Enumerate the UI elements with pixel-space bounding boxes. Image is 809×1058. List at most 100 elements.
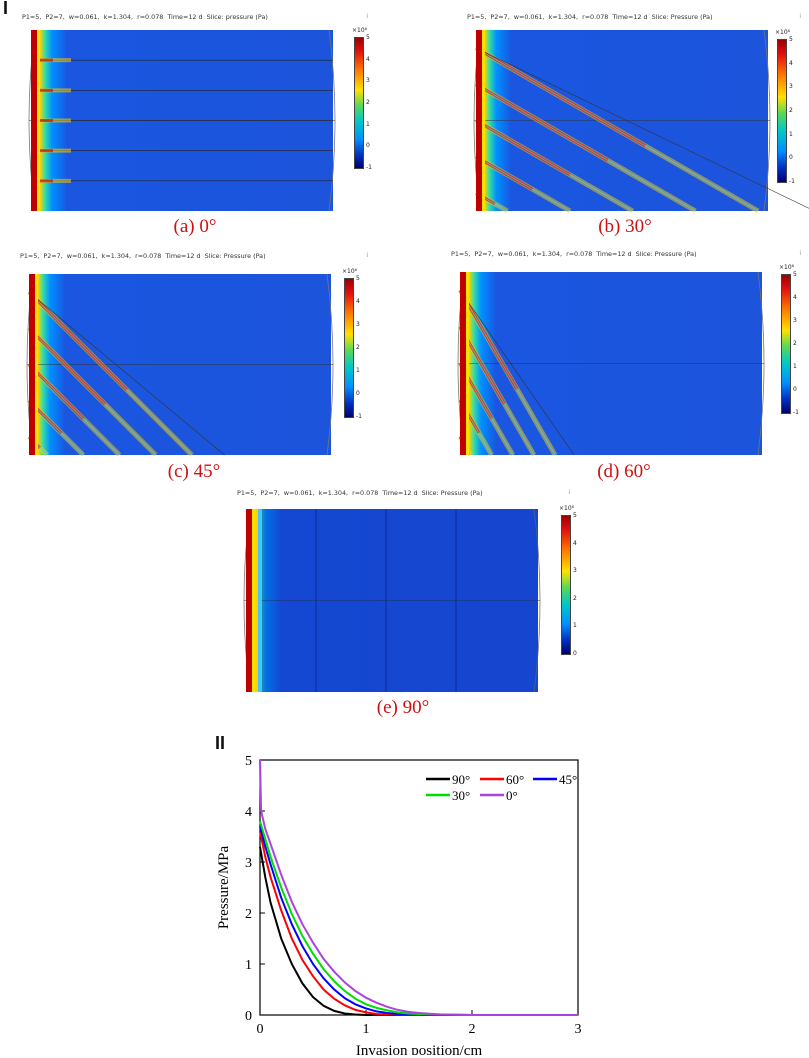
parameter-k: k=1.304, <box>103 13 134 21</box>
parameter-p2: P2=7, <box>490 13 510 21</box>
caption-c: (c) 45° <box>167 461 221 482</box>
parameter-p1: P1=5, <box>22 13 42 21</box>
colorbar-tick-label: 5 <box>793 271 797 278</box>
simulation-parameters: P1=5, P2=7, w=0.061, k=1.304, r=0.078 Time=12… <box>22 13 272 21</box>
parameter-r: r=0.078 <box>566 250 593 258</box>
parameter-slice: Slice: Pressure (Pa) <box>204 252 266 260</box>
parameter-p2: P2=7, <box>474 250 494 258</box>
series-line-0 <box>259 846 578 1016</box>
parameter-k: k=1.304, <box>548 13 579 21</box>
pressure-field-slice <box>457 271 765 457</box>
pressure-field-slice <box>473 29 809 214</box>
parameter-w: w=0.061, <box>283 489 315 497</box>
colorbar-tick-label: 0 <box>789 154 793 162</box>
info-icon: i <box>799 13 801 20</box>
colorbar-tick-label: 4 <box>793 294 797 301</box>
info-icon: i <box>799 250 801 257</box>
x-tick-label: 0 <box>257 1022 264 1037</box>
parameter-slice: Slice: Pressure (Pa) <box>421 489 483 497</box>
parameter-time: Time=12 d <box>167 13 203 21</box>
colorbar-tick-label: 5 <box>573 512 577 519</box>
colorbar-tick-label: -1 <box>356 413 362 420</box>
panel-45-degree: P1=5, P2=7, w=0.061, k=1.304, r=0.078 Time=12… <box>16 250 370 458</box>
y-axis-label: Pressure/MPa <box>216 845 232 929</box>
colorbar-tick-label: -1 <box>793 409 799 416</box>
x-tick-label: 3 <box>575 1022 582 1037</box>
legend-label: 30° <box>452 788 470 803</box>
pressure-field-slice <box>243 508 541 693</box>
colorbar-tick-label: 3 <box>356 321 360 328</box>
colorbar-tick-label: 2 <box>573 594 577 602</box>
colorbar-exponent: ×10⁶ <box>352 27 368 34</box>
colorbar-tick-label: -1 <box>789 178 795 185</box>
colorbar-tick-label: 1 <box>573 622 577 630</box>
plot-frame <box>259 759 579 1016</box>
parameter-slice: Slice: pressure (Pa) <box>206 13 268 21</box>
parameter-r: r=0.078 <box>137 13 164 21</box>
parameter-slice: Slice: Pressure (Pa) <box>651 13 713 21</box>
part-label-2: II <box>215 733 226 753</box>
caption-e: (e) 90° <box>376 697 430 718</box>
parameter-k: k=1.304, <box>532 250 563 258</box>
colorbar-tick-label: 2 <box>793 340 797 347</box>
x-tick-label: 1 <box>363 1022 370 1037</box>
parameter-r: r=0.078 <box>352 489 379 497</box>
parameter-w: w=0.061, <box>66 252 98 260</box>
series-line-4 <box>259 759 578 1016</box>
parameter-w: w=0.061, <box>497 250 529 258</box>
caption-d: (d) 60° <box>597 461 651 482</box>
parameter-r: r=0.078 <box>135 252 162 260</box>
legend-label: 0° <box>506 788 518 803</box>
info-icon: i <box>366 252 368 259</box>
panel-60-degree: P1=5, P2=7, w=0.061, k=1.304, r=0.078 Time=12… <box>447 248 803 458</box>
panel-0-degree: P1=5, P2=7, w=0.061, k=1.304, r=0.078 Time=12… <box>18 11 372 215</box>
parameter-w: w=0.061, <box>68 13 100 21</box>
legend-label: 45° <box>559 772 577 787</box>
parameter-r: r=0.078 <box>582 13 609 21</box>
info-icon: i <box>366 13 368 20</box>
parameter-p1: P1=5, <box>237 489 257 497</box>
y-tick-label: 5 <box>245 754 252 769</box>
series-line-1 <box>259 831 578 1016</box>
info-icon: i <box>568 489 570 496</box>
colorbar-tick-label: 0 <box>366 142 370 150</box>
y-tick-label: 1 <box>245 958 252 973</box>
colorbar-tick-label: 4 <box>366 55 370 63</box>
colorbar-tick-label: 0 <box>573 650 577 657</box>
colorbar-tick-label: 0 <box>793 386 797 393</box>
colorbar-tick-label: 2 <box>356 344 360 351</box>
colorbar <box>561 515 571 655</box>
colorbar-exponent: ×10⁶ <box>559 505 575 512</box>
panel-90-degree: P1=5, P2=7, w=0.061, k=1.304, r=0.078 Time=12… <box>233 487 577 695</box>
parameter-time: Time=12 d <box>165 252 201 260</box>
colorbar-tick-label: 3 <box>366 77 370 85</box>
colorbar-tick-label: 2 <box>789 107 793 114</box>
series-line-3 <box>259 820 578 1016</box>
y-tick-label: 3 <box>245 856 252 871</box>
colorbar-tick-label: 1 <box>789 130 793 138</box>
x-axis-label: Invasion position/cm <box>356 1043 483 1055</box>
colorbar-tick-label: -1 <box>366 164 372 171</box>
colorbar-exponent: ×10⁶ <box>779 264 795 271</box>
parameter-time: Time=12 d <box>612 13 648 21</box>
colorbar-tick-label: 3 <box>793 317 797 324</box>
parameter-k: k=1.304, <box>318 489 349 497</box>
parameter-time: Time=12 d <box>382 489 418 497</box>
colorbar-tick-label: 4 <box>356 298 360 305</box>
simulation-parameters: P1=5, P2=7, w=0.061, k=1.304, r=0.078 Time=12… <box>451 250 701 258</box>
colorbar-tick-label: 5 <box>356 275 360 282</box>
parameter-p1: P1=5, <box>451 250 471 258</box>
y-tick-label: 0 <box>245 1009 252 1024</box>
y-tick-label: 2 <box>245 907 252 922</box>
colorbar-exponent: ×10⁶ <box>775 29 791 36</box>
parameter-p2: P2=7, <box>43 252 63 260</box>
colorbar-tick-label: 4 <box>789 59 793 67</box>
colorbar <box>777 39 787 183</box>
panel-30-degree: P1=5, P2=7, w=0.061, k=1.304, r=0.078 Time=12… <box>463 11 809 215</box>
colorbar-tick-label: 4 <box>573 539 577 547</box>
legend-label: 60° <box>506 772 524 787</box>
parameter-k: k=1.304, <box>101 252 132 260</box>
simulation-parameters: P1=5, P2=7, w=0.061, k=1.304, r=0.078 Time=12… <box>20 252 270 260</box>
series-line-2 <box>259 826 578 1016</box>
colorbar-exponent: ×10⁶ <box>342 268 358 275</box>
